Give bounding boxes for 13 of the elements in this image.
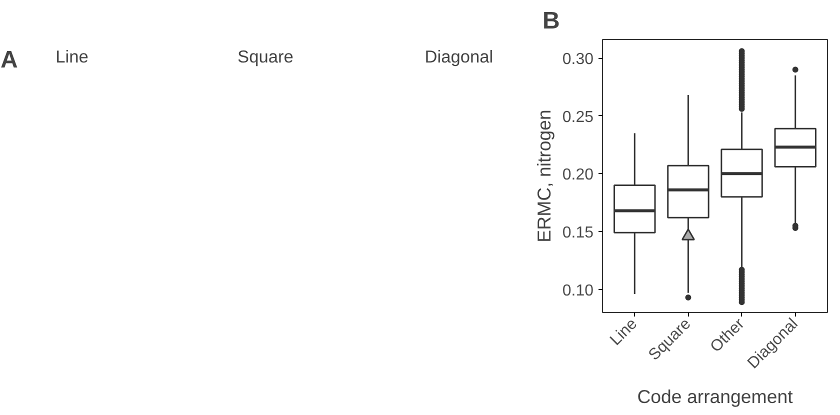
y-tick-label: 0.10 xyxy=(562,282,594,300)
y-tick-label: 0.25 xyxy=(562,108,594,126)
x-axis-title: Code arrangement xyxy=(637,386,794,408)
text: Diagonal xyxy=(424,46,494,66)
text: A xyxy=(0,46,18,74)
y-tick-label: 0.20 xyxy=(562,166,594,184)
chart-title: B xyxy=(542,8,560,34)
y-tick-label: 0.15 xyxy=(562,224,594,242)
y-axis-title: ERMC, nitrogen xyxy=(533,110,554,242)
x-tick-label: Line xyxy=(607,315,641,349)
text: Square xyxy=(238,46,294,66)
y-tick-label: 0.30 xyxy=(562,51,594,68)
text: Line xyxy=(56,46,88,66)
